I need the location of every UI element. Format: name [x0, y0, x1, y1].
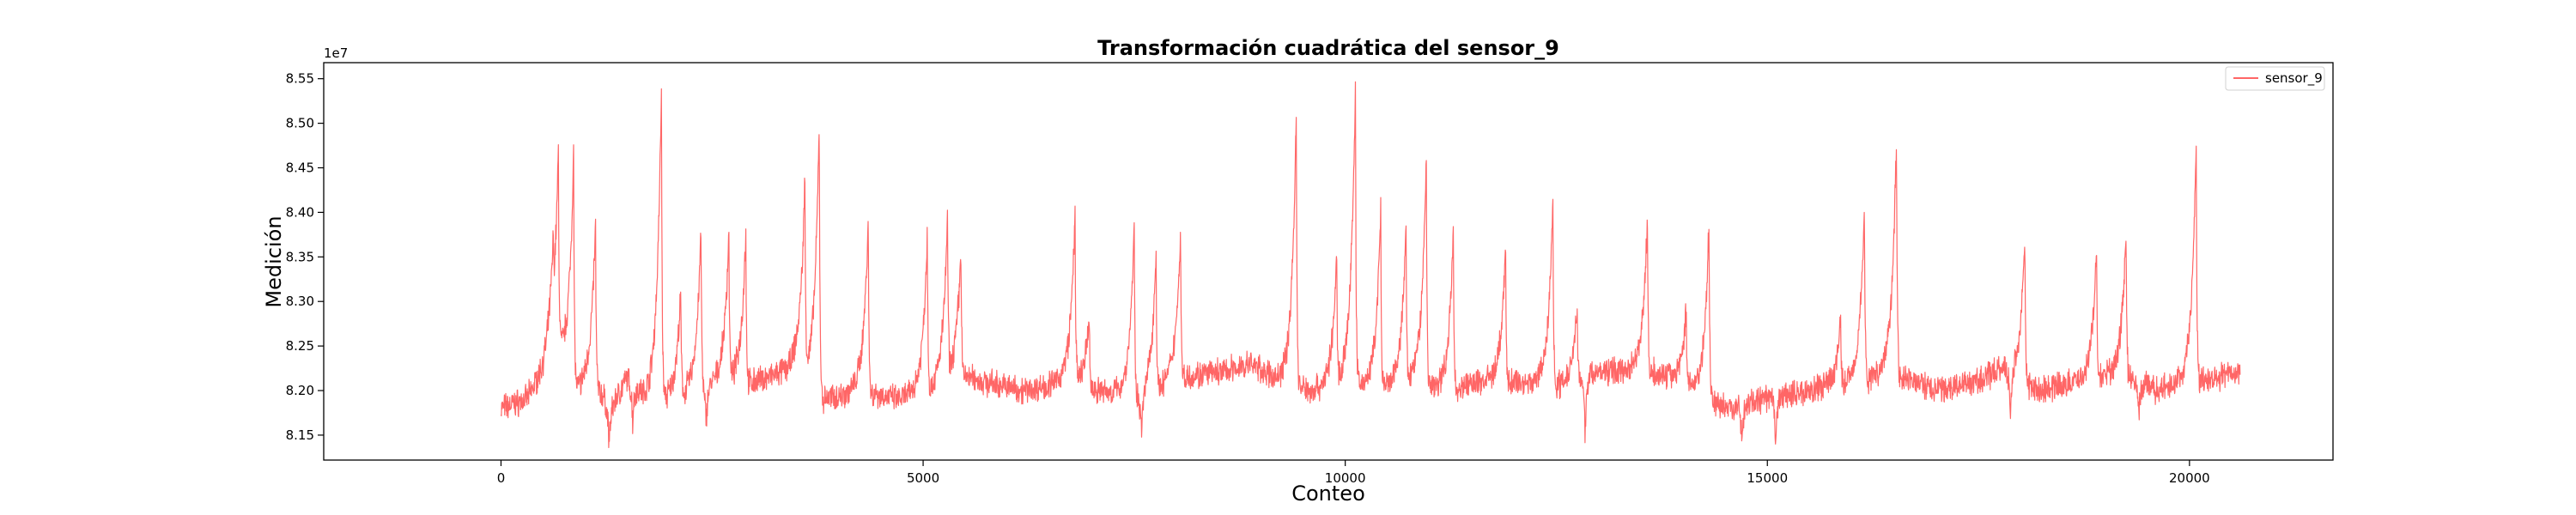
y-tick-label: 8.25 [286, 338, 314, 354]
x-tick-label: 15000 [1747, 470, 1788, 486]
legend-label-sensor-9: sensor_9 [2265, 70, 2323, 87]
plot-frame [323, 62, 2334, 461]
y-tick-label: 8.20 [286, 383, 314, 398]
x-tick-label: 0 [497, 470, 506, 486]
y-axis: 8.15 8.20 8.25 8.30 8.35 8.40 8.45 8.50 8.55 [286, 71, 324, 443]
x-axis: 0 5000 10000 15000 20000 [497, 460, 2210, 486]
y-axis-label: Medición [262, 215, 286, 307]
x-axis-label: Conteo [1291, 482, 1365, 506]
chart-title: Transformación cuadrática del sensor_9 [1097, 36, 1559, 60]
x-tick-label: 5000 [907, 470, 939, 486]
y-tick-label: 8.50 [286, 116, 314, 131]
y-axis-offset-text: 1e7 [324, 45, 348, 61]
series-line-sensor-9 [500, 81, 2241, 449]
legend: sensor_9 [2225, 66, 2325, 91]
y-tick-label: 8.30 [286, 294, 314, 309]
plot-area [323, 62, 2334, 461]
legend-box [2225, 66, 2325, 91]
x-tick-label: 20000 [2169, 470, 2210, 486]
y-tick-label: 8.45 [286, 160, 314, 175]
x-tick-label: 10000 [1325, 470, 1366, 486]
y-tick-label: 8.40 [286, 204, 314, 220]
y-tick-label: 8.55 [286, 71, 314, 87]
y-tick-label: 8.35 [286, 249, 314, 264]
y-tick-label: 8.15 [286, 427, 314, 443]
